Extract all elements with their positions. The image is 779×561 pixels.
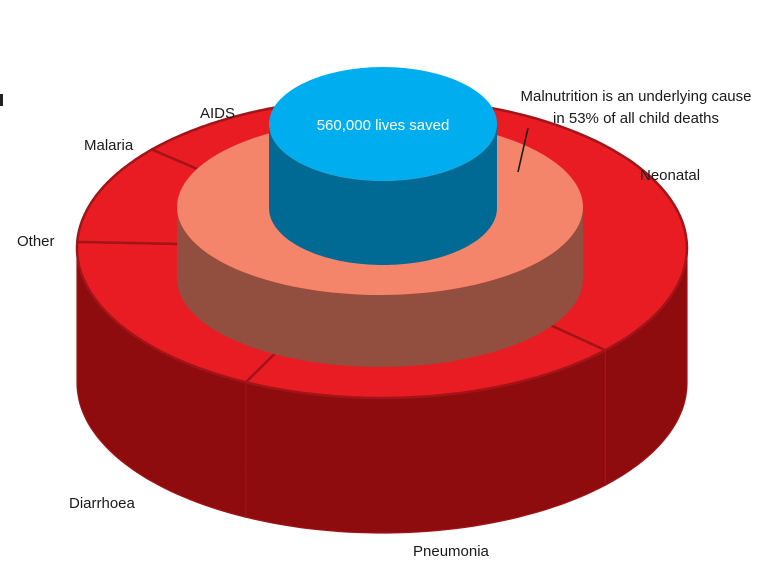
center-label: 560,000 lives saved bbox=[317, 117, 450, 134]
annotation-line-2: in 53% of all child deaths bbox=[553, 110, 719, 127]
slice-label-diarrhoea: Diarrhoea bbox=[69, 495, 136, 512]
annotation-leader-line bbox=[517, 127, 529, 173]
center-cylinder: 560,000 lives saved bbox=[269, 67, 497, 265]
annotation-line-1: Malnutrition is an underlying cause bbox=[521, 88, 752, 105]
outer-ring-side bbox=[76, 247, 688, 534]
slice-label-aids: AIDS bbox=[200, 105, 235, 122]
chart-labels: AIDS Neonatal Pneumonia Diarrhoea Other Malar… bbox=[17, 88, 751, 560]
slice-label-neonatal: Neonatal bbox=[640, 167, 700, 184]
slice-label-other: Other bbox=[17, 233, 55, 250]
slice-label-malaria: Malaria bbox=[84, 137, 134, 154]
slice-label-pneumonia: Pneumonia bbox=[413, 543, 490, 560]
center-cylinder-side bbox=[269, 124, 497, 265]
left-edge-mark bbox=[0, 94, 3, 106]
center-cylinder-top bbox=[269, 67, 497, 181]
middle-ring-side bbox=[177, 207, 583, 367]
